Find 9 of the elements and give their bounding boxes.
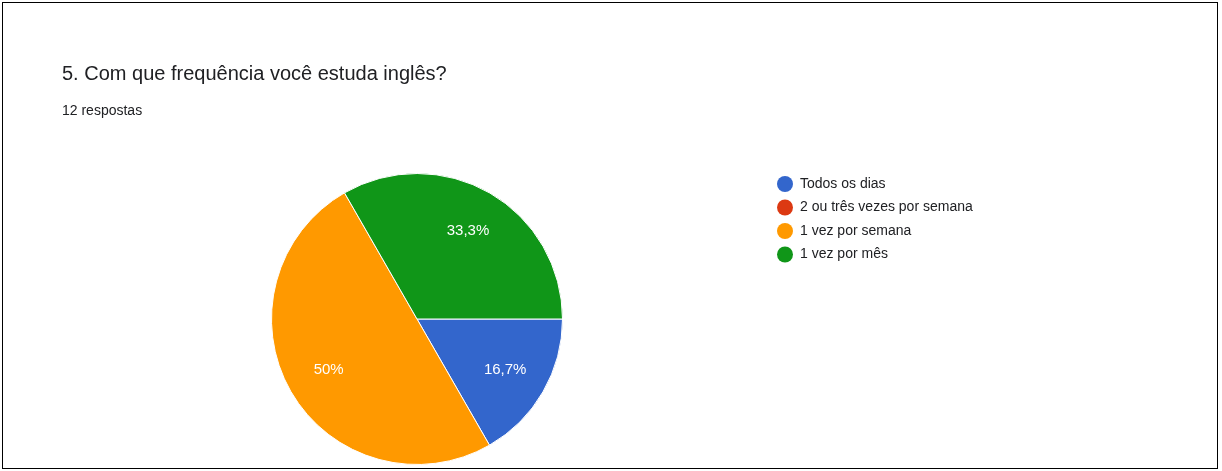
data-label: 33,3% — [446, 220, 490, 238]
legend-label: Todos os dias — [800, 174, 886, 191]
data-label: 16,7% — [483, 360, 527, 378]
chart-title: 5. Com que frequência você estuda inglês? — [62, 62, 447, 85]
legend-label: 2 ou três vezes por semana — [800, 198, 973, 215]
legend-label: 1 vez por mês — [800, 245, 888, 262]
legend-label: 1 vez por semana — [800, 221, 912, 238]
data-label: 50% — [313, 359, 344, 377]
text: 12 respostas — [62, 102, 143, 118]
